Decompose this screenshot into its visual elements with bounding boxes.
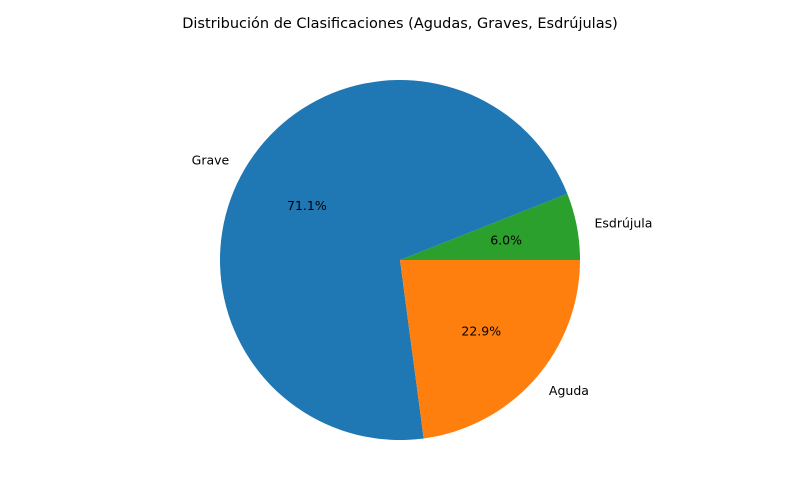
- chart-title: Distribución de Clasificaciones (Agudas,…: [182, 16, 618, 32]
- pct-label-grave: 71.1%: [287, 198, 327, 213]
- pie-labels: Esdrújula 6.0% Grave 71.1% Aguda 22.9%: [192, 152, 653, 398]
- pie-slices: [220, 80, 580, 441]
- pie-slice-grave: [220, 80, 568, 441]
- pct-label-esdrujula: 6.0%: [490, 232, 522, 247]
- pie-slice-esdrujula: [400, 193, 580, 260]
- slice-label-aguda: Aguda: [549, 383, 589, 398]
- slice-label-esdrujula: Esdrújula: [594, 215, 652, 230]
- pct-label-aguda: 22.9%: [461, 324, 501, 339]
- slice-label-grave: Grave: [192, 152, 230, 167]
- pie-slice-aguda: [400, 260, 580, 439]
